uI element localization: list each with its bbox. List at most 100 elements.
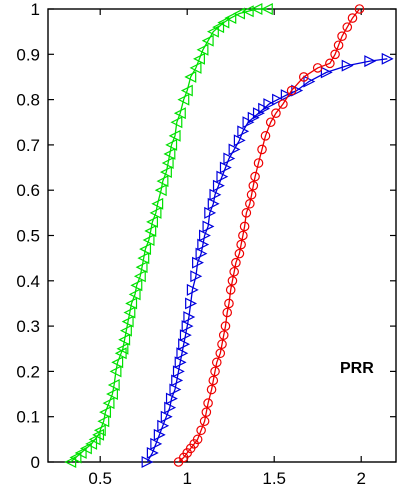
data-point [144, 224, 157, 237]
y-tick-label: 0.5 [16, 227, 40, 246]
data-point [263, 98, 276, 111]
data-point [199, 229, 211, 242]
tick-labels: 0 0.1 0.2 0.3 0.4 0.5 0.6 0.7 0.8 0.9 1 0.5 1 1.5 2 [16, 0, 366, 488]
data-point [241, 5, 254, 18]
data-point [228, 143, 241, 156]
data-point [165, 138, 178, 151]
data-point [118, 333, 131, 346]
data-point [149, 206, 162, 219]
y-tick-label: 0 [31, 453, 40, 472]
data-point [209, 188, 222, 201]
data-point [159, 166, 172, 179]
data-point [111, 356, 124, 369]
data-point [224, 298, 234, 309]
data-point [272, 93, 285, 106]
data-point [208, 375, 219, 386]
data-point [184, 70, 197, 83]
data-point [165, 392, 178, 405]
data-point [123, 306, 136, 319]
data-point [135, 261, 148, 274]
data-point [234, 248, 245, 259]
data-point [169, 383, 182, 396]
data-point [177, 93, 190, 106]
data-point [192, 434, 203, 445]
plot-area [47, 8, 397, 463]
data-point [245, 198, 255, 209]
y-tick-label: 0.4 [16, 272, 40, 291]
data-point [109, 365, 122, 378]
data-point [206, 384, 217, 395]
data-point [146, 215, 158, 228]
x-tick-label: 0.5 [88, 469, 112, 488]
data-point [239, 221, 250, 232]
data-point [337, 31, 347, 41]
data-point [133, 270, 146, 283]
data-point [196, 43, 209, 56]
y-tick-label: 0.2 [16, 362, 40, 381]
data-point [64, 456, 77, 468]
data-point [99, 406, 112, 419]
data-point [260, 3, 273, 15]
data-point [246, 189, 257, 200]
y-tick-label: 0.7 [16, 136, 40, 155]
y-tick-label: 0.8 [16, 91, 40, 110]
data-point [347, 13, 358, 23]
data-point [253, 158, 264, 168]
data-point [69, 451, 82, 464]
data-point [102, 397, 115, 410]
data-point [320, 66, 333, 79]
data-point [150, 437, 163, 450]
data-point [212, 179, 225, 192]
data-point [128, 288, 141, 301]
series-line [178, 8, 361, 463]
data-point [227, 275, 238, 286]
data-point [204, 206, 217, 219]
data-point [106, 388, 118, 401]
data-point [97, 415, 110, 428]
data-point [190, 270, 203, 283]
data-point [210, 366, 220, 377]
data-point [161, 157, 174, 169]
data-point [225, 285, 236, 295]
data-point [223, 152, 236, 165]
data-point [260, 131, 271, 141]
data-point [74, 446, 87, 459]
y-tick-label: 0.6 [16, 181, 40, 200]
data-point [195, 247, 208, 260]
data-point [176, 347, 189, 360]
data-point [156, 175, 169, 188]
data-point [265, 117, 276, 128]
data-point [197, 238, 210, 251]
data-point [154, 184, 167, 197]
data-point [199, 416, 210, 427]
data-point [171, 374, 184, 387]
data-point [172, 365, 185, 378]
data-point [217, 16, 230, 29]
data-point [164, 401, 177, 414]
data-point [250, 171, 260, 182]
data-point [170, 116, 183, 129]
data-point [125, 297, 138, 310]
annotation-prr: PRR [340, 360, 374, 377]
data-point [222, 307, 233, 318]
data-point [183, 311, 196, 324]
data-point [333, 40, 344, 51]
data-point [174, 356, 187, 369]
data-point [286, 85, 297, 96]
data-point [186, 283, 199, 296]
data-point [160, 410, 173, 423]
data-point [93, 424, 106, 437]
data-point [248, 180, 259, 191]
data-point [116, 342, 129, 355]
data-point [157, 419, 170, 432]
data-point [364, 55, 377, 68]
data-point [312, 63, 323, 73]
data-point [151, 197, 164, 210]
data-point [79, 442, 92, 455]
data-point [231, 257, 241, 268]
data-point [354, 4, 365, 14]
data-point [219, 161, 232, 174]
data-point [229, 266, 239, 277]
data-point [201, 34, 214, 47]
